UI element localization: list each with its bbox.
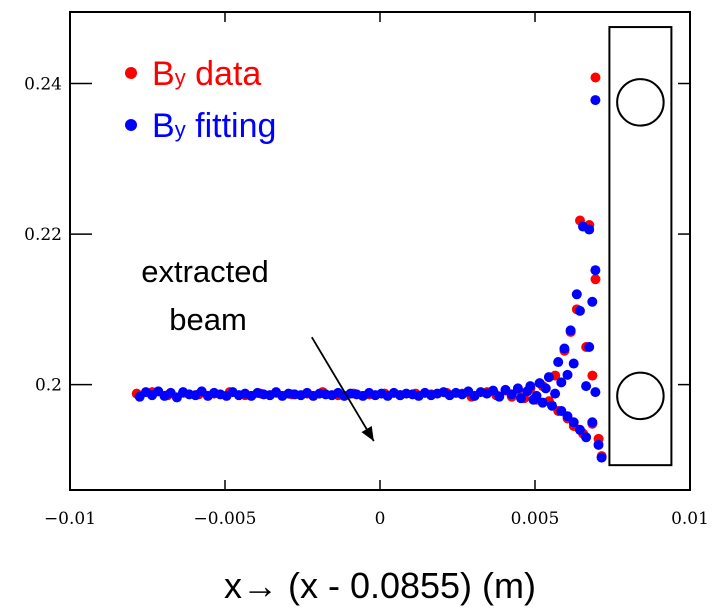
annotation-arrow-head [361,425,374,442]
data-point [506,389,517,400]
x-tick-label: −0.005 [194,509,257,529]
data-point [516,393,526,404]
data-point [581,381,592,392]
x-tick-label: 0 [375,509,386,529]
legend-item-by-data: By data [125,55,261,93]
data-point [568,358,579,369]
data-point [494,391,505,402]
data-point [531,390,542,401]
data-point [584,341,595,352]
x-axis-label: x→ (x - 0.0855) (m) [224,565,536,606]
data-point [559,343,570,354]
x-tick-label: 0.01 [671,509,709,529]
data-point [562,411,573,422]
data-point [587,296,598,307]
data-point [587,417,598,428]
data-point [556,377,567,388]
x-tick-label: 0.005 [511,509,560,529]
legend-item-by-fitting: By fitting [125,107,276,145]
data-point [565,325,576,336]
data-point [543,372,554,383]
data-point [587,370,598,381]
data-point [525,381,536,392]
data-point [488,385,499,396]
magnet-coil [616,78,665,127]
annotation-line-1: extracted [141,254,269,289]
data-point [593,439,604,450]
data-point [540,383,551,394]
y-tick-label: 0.2 [35,376,62,396]
data-point [547,400,557,411]
data-point [596,452,607,463]
data-point [590,274,601,285]
data-point [590,95,601,106]
data-point [537,397,548,408]
series-by-fitting [134,95,607,463]
magnet-coil [616,371,665,421]
annotation-arrow-shaft [311,336,375,442]
legend-label: By fitting [152,107,276,145]
data-point [562,369,573,380]
data-point [574,305,585,316]
data-point [553,357,564,368]
data-point [568,417,579,428]
y-tick-label: 0.22 [24,225,62,245]
data-point [590,72,601,83]
legend-label: By data [152,55,261,93]
data-point [571,289,582,300]
legend-marker [125,67,137,79]
data-point [590,387,601,398]
x-tick-label: −0.01 [44,509,96,529]
data-point [512,383,523,394]
y-tick-label: 0.24 [24,75,62,95]
data-point [574,424,585,435]
data-point [584,224,595,235]
data-point [550,388,561,399]
annotation-line-2: beam [169,302,247,337]
legend-marker [125,119,137,131]
data-point [581,432,592,443]
magnet-outline [608,26,673,467]
data-point [590,265,601,276]
